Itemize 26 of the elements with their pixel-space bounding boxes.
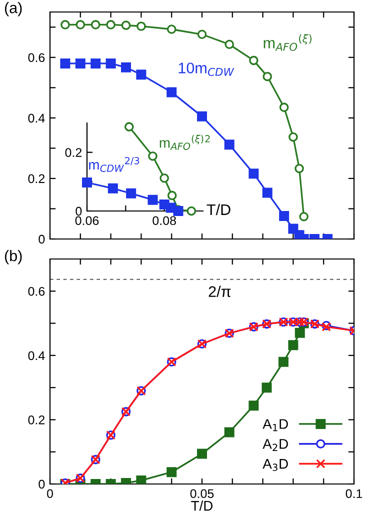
x-tick-label: 0.1 bbox=[346, 489, 362, 498]
y-tick-label: 0.6 bbox=[28, 53, 45, 62]
series-label: m$_{CDW}$$^{2/3}$ bbox=[89, 157, 140, 172]
x-tick-label: 0 bbox=[47, 489, 53, 498]
text: (a) bbox=[4, 2, 22, 16]
y-tick-label: 0.2 bbox=[28, 416, 45, 424]
y-tick-label: 0.2 bbox=[65, 148, 82, 157]
ref-line-label: 2/π bbox=[208, 286, 231, 298]
y-tick-label: 0.4 bbox=[28, 351, 45, 360]
series-label: 10m$_{CDW}$ bbox=[178, 62, 234, 76]
y-tick-label: 0 bbox=[38, 480, 45, 489]
legend-label: A$_{3}$D bbox=[262, 459, 288, 472]
x-tick-label: 0.06 bbox=[75, 216, 99, 226]
y-tick-label: 0.4 bbox=[28, 114, 45, 123]
x-tick-label: 0.05 bbox=[190, 489, 214, 498]
series-label: m$_{AFO}$$^{(ξ)}$ bbox=[264, 34, 312, 51]
x-tick-label: 0.08 bbox=[152, 216, 176, 226]
y-tick-label: 0.6 bbox=[28, 286, 45, 296]
x-axis-title: T/D bbox=[191, 500, 213, 511]
y-tick-label: 0 bbox=[38, 234, 45, 244]
series-label: m$_{AFO}$$^{(ξ)2}$ bbox=[160, 134, 210, 150]
x-axis-title: T/D bbox=[206, 204, 230, 216]
legend-label: A$_{2}$D bbox=[262, 439, 288, 451]
y-tick-label: 0.2 bbox=[28, 174, 45, 184]
legend-label: A$_{1}$D bbox=[262, 419, 288, 432]
text: (b) bbox=[4, 250, 22, 264]
